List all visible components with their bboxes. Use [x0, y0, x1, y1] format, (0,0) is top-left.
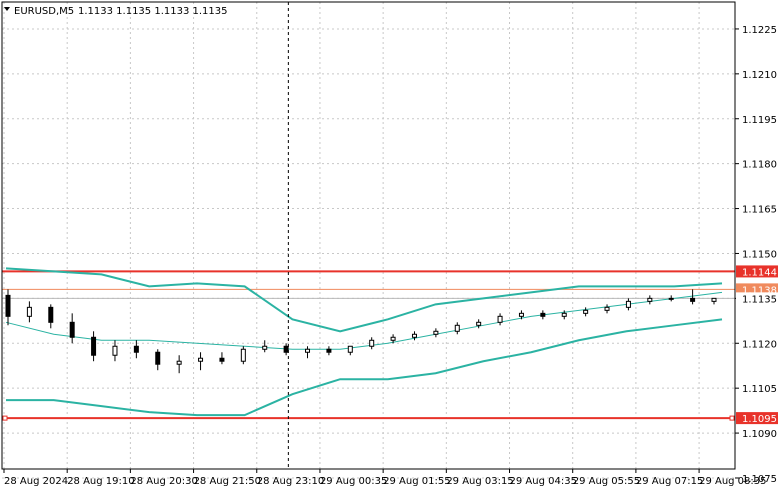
- candle-body: [625, 300, 631, 308]
- candle-body: [433, 330, 439, 335]
- candle-body: [369, 339, 375, 347]
- candle-body: [155, 351, 161, 365]
- time-tick-label: 29 Aug 05:55: [573, 476, 640, 487]
- candle-body: [347, 345, 353, 353]
- price-label-text: 1.1138: [742, 285, 777, 296]
- level-handle-left: [2, 415, 8, 421]
- time-tick-label: 28 Aug 21:50: [194, 476, 261, 487]
- price-label-box: [736, 292, 778, 305]
- chart-header: EURUSD,M5 1.1133 1.1135 1.1133 1.1135: [4, 6, 228, 17]
- bollinger_lower: [6, 318, 723, 417]
- candle-body: [518, 312, 524, 317]
- time-tick-label: 29 Aug 08:35: [699, 476, 766, 487]
- plot-border: [1, 1, 736, 470]
- candle-body: [91, 336, 97, 356]
- candle-body: [48, 306, 54, 323]
- candle-body: [497, 315, 503, 323]
- candle-body: [133, 345, 139, 353]
- price-tick-label: 1.1105: [742, 384, 777, 395]
- horizontal-levels[interactable]: [2, 270, 735, 421]
- candle-body: [540, 312, 546, 317]
- candle-body: [69, 321, 75, 338]
- ohlc-readout: 1.1133 1.1135 1.1133 1.1135: [78, 6, 228, 17]
- time-tick-label: 29 Aug 00:35: [320, 476, 387, 487]
- candle-body: [583, 309, 589, 314]
- price-tick-label: 1.1210: [742, 70, 777, 81]
- time-tick-label: 29 Aug 04:35: [510, 476, 577, 487]
- bollinger_middle: [5, 291, 723, 350]
- price-label-text: 1.1095: [742, 414, 777, 425]
- level-handle-right: [729, 415, 735, 421]
- candle-body: [390, 336, 396, 341]
- candle-body: [411, 333, 417, 338]
- price-label-box: [736, 265, 778, 278]
- time-tick-label: 29 Aug 01:55: [383, 476, 450, 487]
- time-tick-label: 28 Aug 23:10: [257, 476, 324, 487]
- symbol-label: EURUSD,M5: [14, 6, 74, 17]
- price-tick-label: 1.1195: [742, 115, 777, 126]
- candle-body: [112, 345, 118, 356]
- price-tick-label: 1.1075: [742, 474, 777, 485]
- time-tick-label: 29 Aug 07:15: [636, 476, 703, 487]
- candle-body: [690, 297, 696, 302]
- candle-body: [5, 294, 11, 317]
- bollinger_upper: [5, 267, 723, 333]
- candle-body: [326, 348, 332, 353]
- candles: [5, 289, 717, 374]
- candle-body: [454, 324, 460, 332]
- price-label-text: 1.1135: [742, 294, 777, 305]
- candle-body: [283, 345, 289, 353]
- candle-body: [647, 297, 653, 302]
- time-tick-label: 28 Aug 20:30: [130, 476, 197, 487]
- time-tick-label: 29 Aug 03:15: [446, 476, 513, 487]
- price-label-box: [736, 412, 778, 425]
- candle-body: [240, 348, 246, 362]
- bollinger-bands: [5, 267, 723, 417]
- level-price-labels: 1.1144 1.1138 1.1095 1.1135: [736, 265, 778, 425]
- candle-body: [476, 321, 482, 326]
- chart-frame: [1, 1, 736, 470]
- candle-body: [198, 357, 204, 362]
- price-tick-label: 1.1090: [742, 429, 777, 440]
- candle-body: [26, 306, 32, 317]
- candle-body: [668, 297, 674, 300]
- price-tick-label: 1.1150: [742, 249, 777, 260]
- price-tick-label: 1.1225: [742, 25, 777, 36]
- candle-body: [219, 357, 225, 362]
- candle-body: [604, 306, 610, 311]
- candle-body: [711, 297, 717, 302]
- dropdown-triangle-icon[interactable]: [4, 7, 10, 11]
- price-tick-label: 1.1120: [742, 339, 777, 350]
- price-label-text: 1.1144: [742, 267, 777, 278]
- candle-body: [176, 360, 182, 365]
- candle-body: [305, 348, 311, 353]
- time-tick-label: 28 Aug 19:10: [67, 476, 134, 487]
- candle-body: [561, 312, 567, 317]
- candle-body: [262, 345, 268, 350]
- price-tick-label: 1.1180: [742, 160, 777, 171]
- time-tick-label: 28 Aug 2024: [4, 476, 68, 487]
- price-tick-label: 1.1165: [742, 205, 777, 216]
